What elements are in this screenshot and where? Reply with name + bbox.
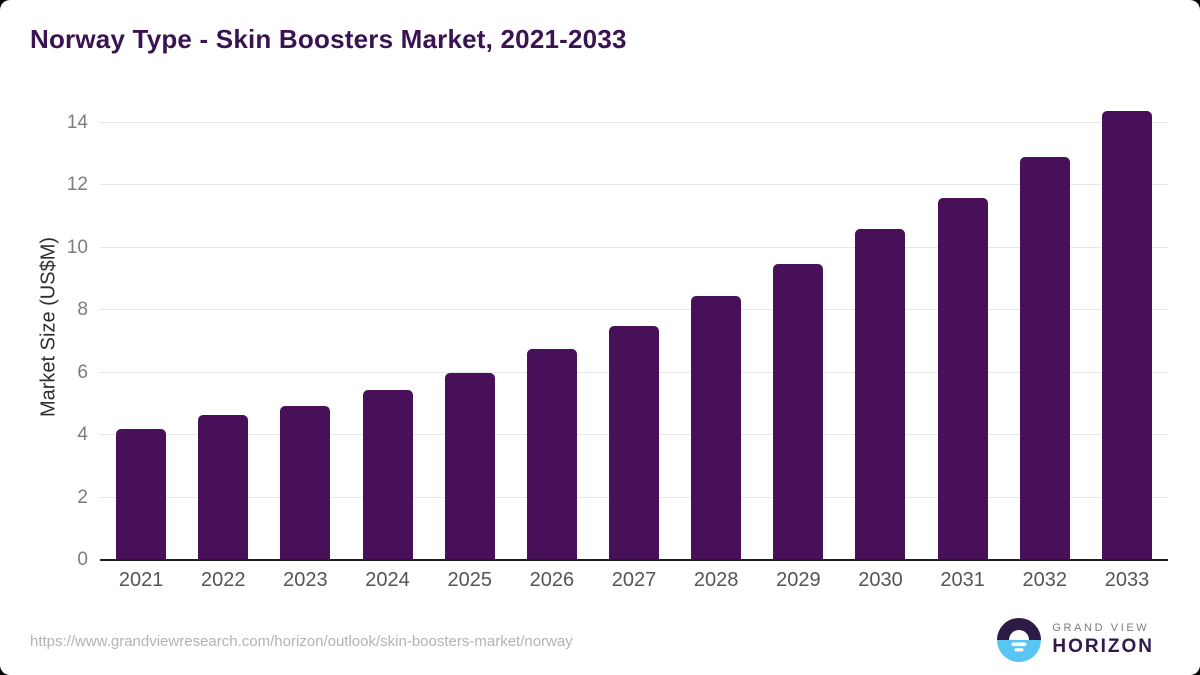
x-tick-label-2025: 2025: [447, 569, 492, 591]
bar-2026: [526, 349, 577, 560]
x-tick-label-2023: 2023: [283, 569, 328, 591]
y-tick-label-14: 14: [66, 112, 88, 134]
bar-2027: [609, 325, 659, 560]
logo-text: GRAND VIEW HORIZON: [1052, 622, 1154, 658]
gridline-10: [100, 246, 1168, 248]
x-tick-label-2029: 2029: [776, 569, 821, 591]
y-tick-label-8: 8: [77, 299, 88, 321]
x-tick-label-2032: 2032: [1022, 569, 1068, 591]
y-tick-label-2: 2: [77, 486, 88, 508]
gridline-14: [100, 122, 1168, 124]
bar-2025: [444, 372, 495, 560]
bar-2023: [280, 405, 331, 560]
bar-2022: [198, 414, 249, 560]
logo-brand-top: GRAND VIEW: [1052, 622, 1150, 634]
chart-title: Norway Type - Skin Boosters Market, 2021…: [30, 24, 627, 54]
x-tick-label-2022: 2022: [200, 569, 246, 591]
y-tick-label-4: 4: [77, 424, 88, 446]
bar-2029: [773, 263, 824, 560]
grand-view-horizon-logo: GRAND VIEW HORIZON: [997, 618, 1154, 662]
x-axis-line: [100, 559, 1168, 561]
y-tick-label-6: 6: [77, 361, 88, 383]
x-tick-label-2024: 2024: [365, 569, 410, 591]
bar-2030: [855, 229, 906, 560]
x-tick-label-2026: 2026: [529, 569, 575, 591]
y-tick-label-10: 10: [66, 236, 88, 258]
y-axis-title: Market Size (US$M): [37, 236, 60, 418]
horizon-sun-icon: [997, 618, 1042, 662]
logo-brand-bottom: HORIZON: [1052, 636, 1154, 657]
x-tick-label-2027: 2027: [611, 569, 657, 591]
bar-2033: [1101, 110, 1152, 560]
bar-2021: [116, 428, 167, 560]
x-tick-label-2028: 2028: [693, 569, 739, 591]
plot-area: 0 2 4 6 8 10 12 14: [67, 95, 1168, 570]
bar-2031: [937, 197, 988, 560]
gridline-8: [100, 309, 1168, 311]
x-tick-label-2031: 2031: [940, 569, 985, 591]
gridline-12: [100, 184, 1168, 186]
y-tick-label-0: 0: [77, 549, 88, 570]
x-tick-label-2021: 2021: [118, 569, 164, 591]
y-tick-label-12: 12: [66, 174, 88, 196]
source-url: https://www.grandviewresearch.com/horizo…: [30, 633, 573, 650]
bar-2028: [691, 296, 742, 560]
bar-2032: [1019, 157, 1070, 560]
bar-2024: [362, 389, 413, 560]
x-tick-label-2030: 2030: [858, 569, 903, 591]
x-axis-labels: 2021 2022 2023 2024 2025 2026 2027 2028 2029 2030…: [100, 569, 1168, 595]
x-tick-label-2033: 2033: [1104, 569, 1150, 591]
